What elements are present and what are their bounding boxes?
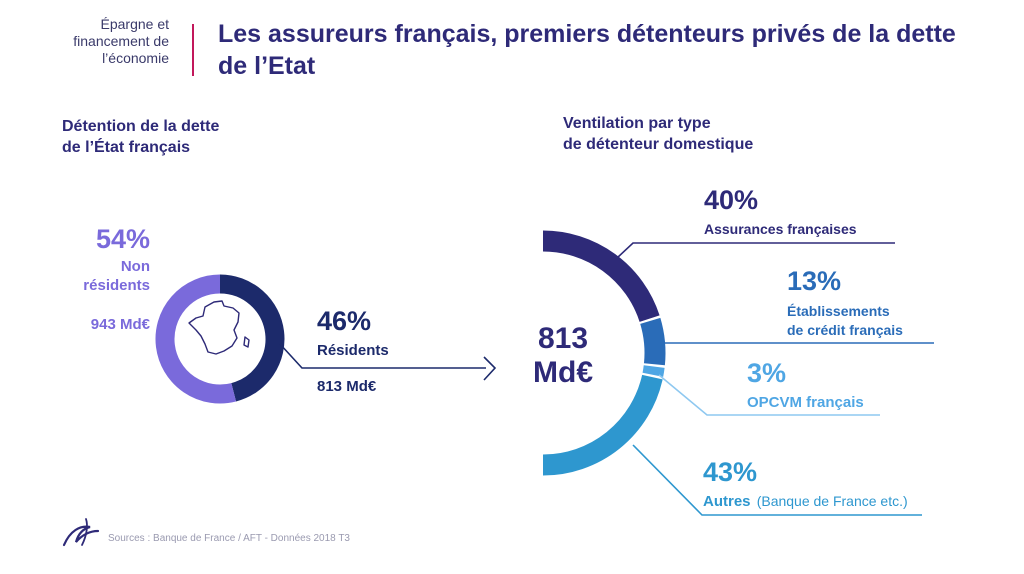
autres-pct: 43%: [703, 457, 758, 487]
etablissements-pct: 13%: [787, 266, 842, 296]
section-label-line: Épargne et: [100, 16, 170, 32]
opcvm-label: OPCVM français: [747, 394, 864, 411]
autres-label-row: Autres (Banque de France etc.): [703, 493, 908, 510]
donut-slice-assurances: [542, 230, 660, 323]
logo-icon: [62, 518, 100, 547]
donut-slice-etablissements: [640, 317, 666, 366]
france-map-icon: [188, 300, 250, 355]
non-residents-pct: 54%: [95, 224, 150, 254]
donut-chart-detention: [155, 274, 285, 404]
donut-chart-ventilation: [542, 230, 666, 476]
left-subtitle: Détention de la dette de l’État français: [62, 116, 219, 158]
right-subtitle-line: Ventilation par type: [563, 115, 711, 132]
donut-slice-residents: [219, 274, 285, 402]
residents-amount: 813 Md€: [317, 378, 377, 395]
right-subtitle: Ventilation par type de détenteur domest…: [563, 113, 753, 155]
residents-pct: 46%: [317, 306, 372, 336]
left-subtitle-line: Détention de la dette: [62, 118, 220, 135]
donut-slice-autres: [542, 374, 663, 476]
right-subtitle-line: de détenteur domestique: [563, 136, 754, 153]
leader-line-assurances: [616, 242, 895, 259]
header-divider: [192, 24, 194, 76]
total-amount-line: 813: [537, 322, 589, 355]
non-residents-label-line: résidents: [83, 277, 150, 294]
section-label-line: financement de: [73, 33, 169, 49]
total-amount: 813 Md€: [521, 322, 605, 390]
etablissements-label-line: Établissements: [787, 303, 890, 319]
section-label: Épargne et financement de l’économie: [29, 16, 169, 67]
donut-slice-non-residents: [155, 274, 237, 404]
non-residents-label-line: Non: [120, 258, 150, 275]
autres-label: Autres: [703, 493, 751, 510]
residents-label: Résidents: [317, 342, 389, 359]
non-residents-amount: 943 Md€: [90, 316, 150, 333]
source-note: Sources : Banque de France / AFT - Donné…: [108, 533, 350, 544]
etablissements-label-line: de crédit français: [787, 322, 903, 338]
leader-line-opcvm: [658, 374, 880, 416]
page-title: Les assureurs français, premiers détente…: [218, 20, 956, 80]
assurances-label: Assurances françaises: [704, 221, 857, 237]
section-label-line: l’économie: [102, 50, 169, 66]
total-amount-line: Md€: [533, 356, 593, 389]
leader-lines: [616, 242, 934, 516]
non-residents-label: Non résidents: [83, 257, 150, 295]
assurances-pct: 40%: [704, 185, 759, 215]
leader-line-autres: [632, 444, 922, 516]
etablissements-label: Établissements de crédit français: [787, 302, 903, 340]
autres-note: (Banque de France etc.): [756, 493, 908, 509]
donut-slice-opcvm: [642, 365, 665, 377]
opcvm-pct: 3%: [747, 358, 787, 388]
left-subtitle-line: de l’État français: [62, 139, 191, 156]
residents-arrow: [279, 343, 497, 381]
